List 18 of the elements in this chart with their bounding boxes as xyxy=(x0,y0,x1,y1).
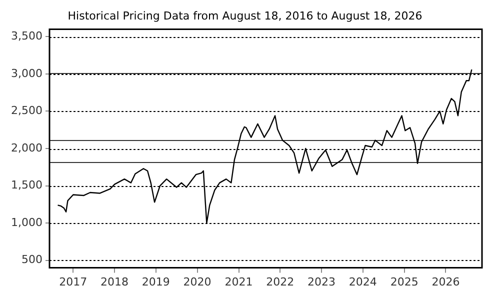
y-tick-label: 1,000 xyxy=(10,216,42,229)
y-tick-label: 3,500 xyxy=(10,30,42,43)
x-tick-label: 2023 xyxy=(308,275,336,288)
x-tick-label: 2018 xyxy=(100,275,129,288)
y-tick-label: 2,000 xyxy=(10,141,42,154)
x-tick-label: 2024 xyxy=(348,275,377,288)
y-tick-label: 3,000 xyxy=(10,66,42,80)
x-tick-label: 2019 xyxy=(142,275,170,288)
chart-title: Historical Pricing Data from August 18, 2016 to August 18, 2026 xyxy=(68,9,422,22)
y-tick-label: 2,500 xyxy=(10,104,42,118)
x-tick-label: 2022 xyxy=(266,275,294,288)
x-tick-label: 2020 xyxy=(183,275,212,288)
x-tick-label: 2025 xyxy=(390,275,418,288)
x-tick-label: 2017 xyxy=(59,275,88,288)
y-tick-label: 1,500 xyxy=(10,178,42,192)
y-tick-label: 500 xyxy=(21,253,42,266)
x-tick-label: 2026 xyxy=(432,275,460,288)
x-tick-label: 2021 xyxy=(224,275,253,288)
